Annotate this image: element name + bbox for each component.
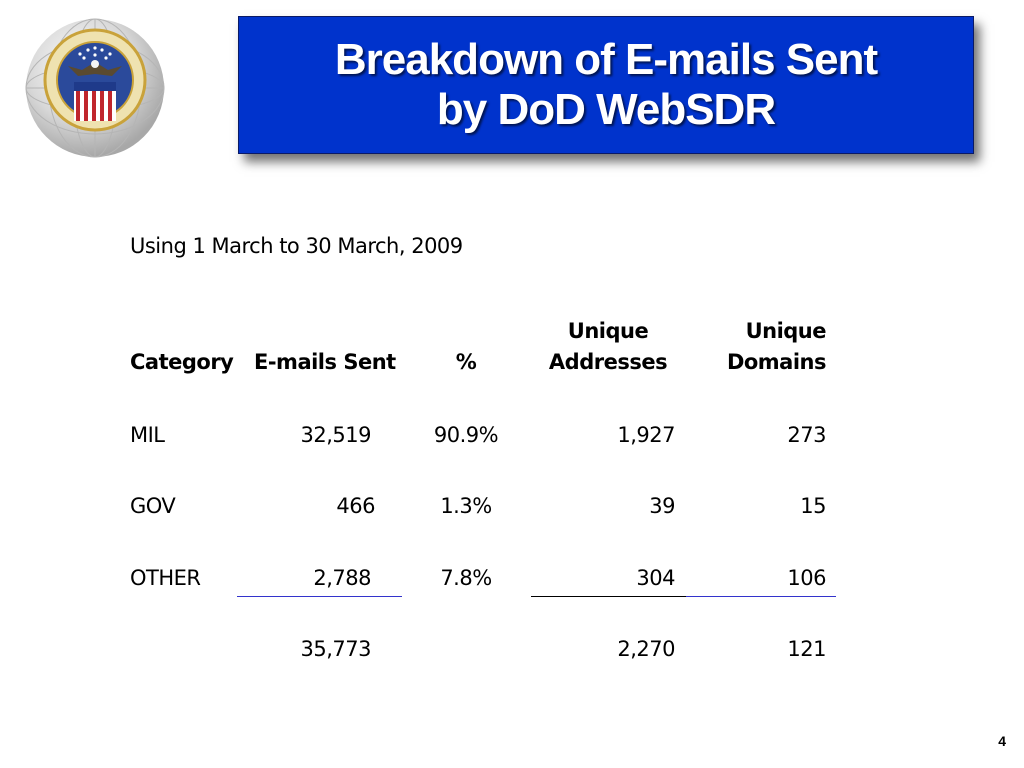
row-unique-addresses: 1,927: [617, 423, 675, 447]
row-percent: 1.3%: [440, 494, 492, 518]
row-category: GOV: [130, 494, 176, 518]
header-unique-domains-line2: Domains: [726, 350, 827, 374]
header-unique-domains-line1: Unique: [745, 319, 827, 343]
page-number: 4: [998, 733, 1006, 749]
total-unique-domains: 121: [787, 637, 826, 661]
row-percent: 90.9%: [433, 423, 499, 447]
title-line-2: by DoD WebSDR: [436, 85, 776, 134]
row-unique-domains: 106: [787, 566, 826, 590]
header-unique-addresses-line1: Unique: [567, 319, 649, 343]
row-unique-domains: 273: [787, 423, 826, 447]
row-emails-sent: 32,519: [300, 423, 372, 447]
title-banner: Breakdown of E-mails Sent by DoD WebSDR: [238, 16, 974, 154]
row-unique-domains: 15: [800, 494, 826, 518]
header-unique-addresses-line2: Addresses: [548, 350, 668, 374]
addresses-sum-underline: [531, 596, 686, 597]
row-category: OTHER: [130, 566, 201, 590]
header-emails-sent: E-mails Sent: [254, 350, 396, 374]
domains-sum-underline: [686, 596, 836, 597]
row-percent: 7.8%: [440, 566, 492, 590]
title-line-1: Breakdown of E-mails Sent: [334, 35, 878, 84]
total-unique-addresses: 2,270: [617, 637, 675, 661]
total-emails-sent: 35,773: [300, 637, 372, 661]
header-category: Category: [130, 350, 234, 374]
row-unique-addresses: 39: [649, 494, 675, 518]
row-category: MIL: [130, 423, 165, 447]
dla-seal-logo: [22, 18, 168, 158]
date-range-subtitle: Using 1 March to 30 March, 2009: [130, 234, 463, 258]
emails-sum-underline: [237, 596, 402, 597]
row-unique-addresses: 304: [636, 566, 675, 590]
header-percent: %: [455, 350, 477, 374]
row-emails-sent: 2,788: [313, 566, 371, 590]
row-emails-sent: 466: [336, 494, 375, 518]
